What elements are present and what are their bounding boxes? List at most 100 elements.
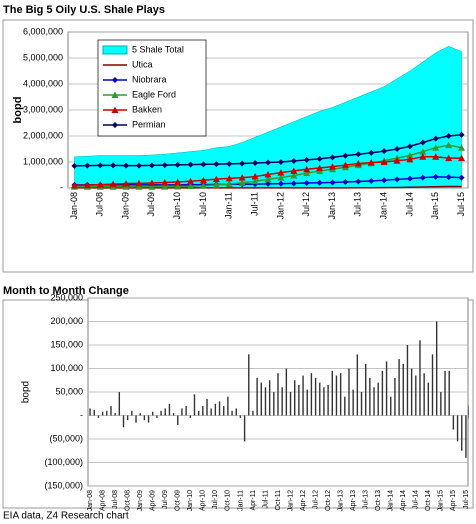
marker: [174, 182, 182, 190]
bar: [339, 373, 342, 416]
bar: [160, 410, 162, 416]
bar: [252, 410, 254, 416]
x-tick-label: Jan-10: [187, 490, 194, 512]
marker: [200, 161, 207, 168]
marker: [290, 172, 298, 179]
y-tick-label: -: [80, 410, 83, 420]
bar: [360, 392, 363, 416]
marker: [277, 159, 284, 165]
bar: [410, 368, 413, 416]
marker: [419, 148, 427, 155]
marker: [432, 135, 439, 142]
bar: [294, 380, 296, 416]
bar: [419, 340, 421, 416]
y-tick-label: 5,000,000: [23, 52, 63, 62]
bar: [122, 415, 125, 428]
legend-swatch: [102, 45, 128, 55]
x-tick-label: Jan-13: [327, 192, 337, 220]
marker: [329, 163, 337, 170]
x-tick-label: Jul-15: [463, 490, 470, 509]
marker: [381, 177, 388, 184]
bar: [369, 377, 371, 416]
marker: [290, 180, 297, 187]
marker: [368, 177, 375, 184]
marker: [84, 162, 91, 169]
x-tick-label: Jan-09: [120, 192, 130, 220]
marker: [238, 174, 246, 181]
y-axis-label: bopd: [12, 97, 24, 124]
marker: [70, 181, 78, 189]
bar: [248, 354, 250, 416]
bar: [377, 382, 379, 416]
x-tick-label: Jul-14: [413, 490, 420, 509]
bar: [431, 354, 434, 416]
x-tick-label: Apr-10: [200, 490, 207, 511]
marker: [458, 174, 465, 181]
x-tick-label: Oct-08: [125, 490, 132, 511]
bar: [406, 345, 409, 416]
legend-label: Bakken: [132, 104, 162, 114]
bar: [93, 409, 95, 416]
marker: [445, 133, 452, 139]
bar: [298, 384, 300, 416]
marker: [394, 176, 401, 183]
bar: [206, 399, 208, 416]
marker: [406, 175, 413, 182]
bar: [218, 401, 221, 416]
x-tick-label: Jul-09: [162, 490, 169, 509]
marker: [445, 174, 452, 181]
marker: [316, 155, 323, 162]
marker: [355, 178, 362, 185]
marker: [393, 157, 401, 164]
x-tick-label: Jan-14: [388, 490, 395, 512]
x-tick-label: Jan-08: [69, 192, 79, 220]
x-tick-label: Apr-13: [350, 490, 357, 511]
x-tick-label: Jan-08: [87, 490, 94, 512]
bar: [423, 373, 425, 416]
bar: [456, 415, 459, 442]
x-tick-label: Jan-09: [137, 490, 144, 512]
x-tick-label: Jan-10: [172, 192, 182, 220]
marker: [381, 148, 388, 155]
y-tick-label: 250,000: [50, 292, 83, 302]
bar: [197, 410, 200, 416]
marker: [225, 174, 233, 182]
footer: EIA data, Z4 Research chart: [3, 511, 129, 522]
marker: [445, 154, 453, 162]
x-tick-label: Oct-14: [425, 490, 432, 511]
y-tick-label: -: [60, 182, 63, 192]
bar: [260, 382, 262, 416]
legend-marker: [111, 91, 119, 98]
marker: [342, 179, 349, 186]
bar: [164, 408, 166, 416]
bar: [106, 410, 108, 416]
y-tick-label: 100,000: [50, 363, 83, 373]
bar: [277, 373, 279, 416]
marker: [239, 160, 246, 167]
bar: [147, 415, 150, 423]
x-tick-label: Oct-12: [325, 490, 332, 511]
bar: [335, 375, 338, 416]
y-tick-label: 4,000,000: [23, 78, 63, 88]
marker: [251, 177, 259, 185]
bar: [181, 408, 183, 416]
marker: [277, 180, 284, 187]
bar: [110, 406, 112, 416]
bar: [435, 321, 438, 416]
marker: [161, 162, 168, 169]
x-tick-label: Jul-10: [212, 490, 219, 509]
bar: [285, 368, 288, 416]
x-tick-label: Jan-15: [430, 192, 440, 220]
marker: [303, 169, 311, 177]
marker: [83, 181, 91, 189]
x-tick-label: Apr-12: [300, 490, 307, 511]
marker: [329, 154, 336, 161]
x-tick-label: Jan-15: [438, 490, 445, 512]
marker: [264, 175, 272, 183]
bar: [452, 415, 455, 430]
x-tick-label: Apr-11: [250, 490, 257, 511]
marker: [123, 162, 130, 169]
marker: [110, 162, 117, 169]
marker: [432, 173, 439, 180]
